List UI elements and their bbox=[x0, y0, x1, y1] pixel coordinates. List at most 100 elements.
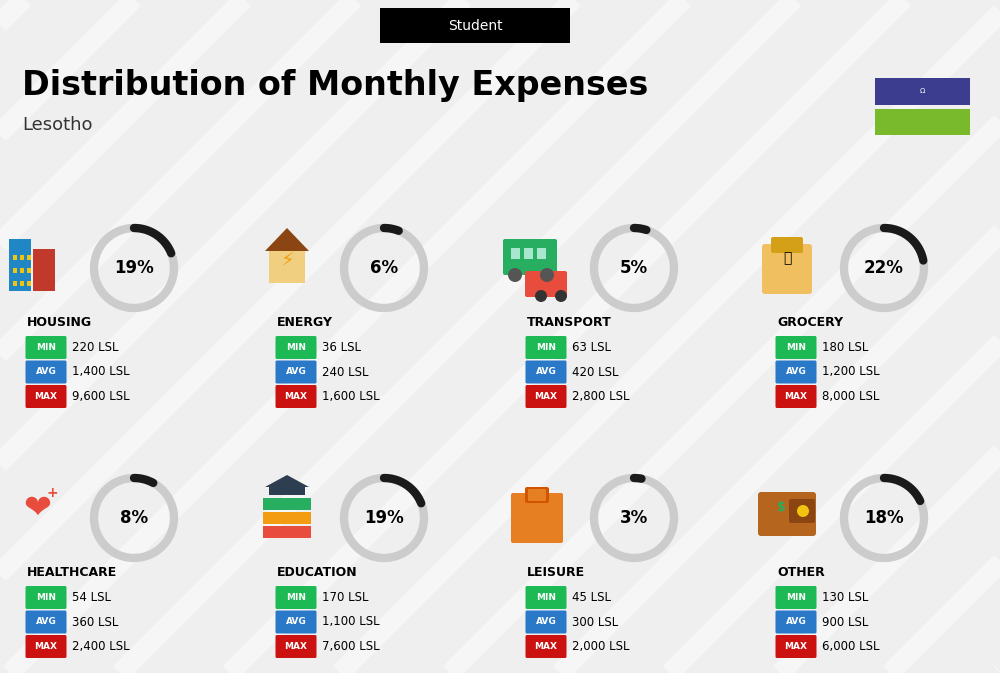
Text: 6%: 6% bbox=[370, 259, 398, 277]
Text: 170 LSL: 170 LSL bbox=[322, 591, 368, 604]
Text: MIN: MIN bbox=[36, 593, 56, 602]
FancyBboxPatch shape bbox=[758, 492, 816, 536]
FancyBboxPatch shape bbox=[26, 610, 66, 633]
FancyBboxPatch shape bbox=[20, 255, 24, 260]
FancyBboxPatch shape bbox=[525, 271, 567, 297]
Text: ❤: ❤ bbox=[23, 491, 51, 524]
Text: 900 LSL: 900 LSL bbox=[822, 616, 868, 629]
Text: 19%: 19% bbox=[364, 509, 404, 527]
FancyBboxPatch shape bbox=[776, 361, 817, 384]
Text: 18%: 18% bbox=[864, 509, 904, 527]
Text: AVG: AVG bbox=[286, 367, 306, 376]
Polygon shape bbox=[265, 475, 309, 487]
Text: AVG: AVG bbox=[286, 618, 306, 627]
Text: GROCERY: GROCERY bbox=[777, 316, 843, 330]
Text: 19%: 19% bbox=[114, 259, 154, 277]
Text: 180 LSL: 180 LSL bbox=[822, 341, 868, 354]
FancyBboxPatch shape bbox=[27, 268, 31, 273]
Text: 240 LSL: 240 LSL bbox=[322, 365, 368, 378]
Text: MIN: MIN bbox=[786, 343, 806, 352]
FancyBboxPatch shape bbox=[276, 635, 317, 658]
Text: LEISURE: LEISURE bbox=[527, 567, 585, 579]
Text: MIN: MIN bbox=[536, 593, 556, 602]
FancyBboxPatch shape bbox=[380, 8, 570, 43]
FancyBboxPatch shape bbox=[13, 268, 17, 273]
Text: 45 LSL: 45 LSL bbox=[572, 591, 611, 604]
FancyBboxPatch shape bbox=[26, 635, 66, 658]
Circle shape bbox=[540, 268, 554, 282]
FancyBboxPatch shape bbox=[528, 489, 546, 501]
FancyBboxPatch shape bbox=[776, 385, 817, 408]
Text: 1,400 LSL: 1,400 LSL bbox=[72, 365, 130, 378]
Text: HEALTHCARE: HEALTHCARE bbox=[27, 567, 117, 579]
Text: ENERGY: ENERGY bbox=[277, 316, 333, 330]
FancyBboxPatch shape bbox=[27, 255, 31, 260]
Text: 420 LSL: 420 LSL bbox=[572, 365, 618, 378]
FancyBboxPatch shape bbox=[776, 336, 817, 359]
FancyBboxPatch shape bbox=[27, 281, 31, 286]
FancyBboxPatch shape bbox=[20, 268, 24, 273]
FancyBboxPatch shape bbox=[511, 493, 563, 543]
Text: Ω: Ω bbox=[920, 88, 925, 94]
FancyBboxPatch shape bbox=[269, 251, 305, 283]
Text: MIN: MIN bbox=[286, 593, 306, 602]
Text: EDUCATION: EDUCATION bbox=[277, 567, 358, 579]
FancyBboxPatch shape bbox=[33, 249, 55, 291]
Text: MIN: MIN bbox=[536, 343, 556, 352]
FancyBboxPatch shape bbox=[26, 586, 66, 609]
Text: 2,800 LSL: 2,800 LSL bbox=[572, 390, 630, 403]
Text: 360 LSL: 360 LSL bbox=[72, 616, 118, 629]
Text: +: + bbox=[46, 486, 58, 500]
FancyBboxPatch shape bbox=[526, 336, 566, 359]
Text: AVG: AVG bbox=[786, 618, 806, 627]
FancyBboxPatch shape bbox=[526, 635, 566, 658]
Text: AVG: AVG bbox=[36, 367, 56, 376]
Circle shape bbox=[535, 290, 547, 302]
Text: 300 LSL: 300 LSL bbox=[572, 616, 618, 629]
Text: 220 LSL: 220 LSL bbox=[72, 341, 119, 354]
Text: $: $ bbox=[777, 501, 785, 514]
Text: 130 LSL: 130 LSL bbox=[822, 591, 868, 604]
FancyBboxPatch shape bbox=[503, 239, 557, 275]
FancyBboxPatch shape bbox=[26, 361, 66, 384]
FancyBboxPatch shape bbox=[263, 526, 311, 538]
Text: 54 LSL: 54 LSL bbox=[72, 591, 111, 604]
Text: MAX: MAX bbox=[534, 392, 558, 401]
Text: 2,000 LSL: 2,000 LSL bbox=[572, 640, 630, 653]
FancyBboxPatch shape bbox=[263, 512, 311, 524]
Text: 9,600 LSL: 9,600 LSL bbox=[72, 390, 130, 403]
Text: 5%: 5% bbox=[620, 259, 648, 277]
Text: AVG: AVG bbox=[786, 367, 806, 376]
FancyBboxPatch shape bbox=[789, 499, 815, 523]
FancyBboxPatch shape bbox=[875, 108, 970, 135]
Text: MAX: MAX bbox=[285, 642, 308, 651]
FancyBboxPatch shape bbox=[9, 239, 31, 291]
Circle shape bbox=[555, 290, 567, 302]
FancyBboxPatch shape bbox=[511, 248, 520, 259]
Text: AVG: AVG bbox=[536, 367, 556, 376]
FancyBboxPatch shape bbox=[26, 336, 66, 359]
Text: 1,100 LSL: 1,100 LSL bbox=[322, 616, 380, 629]
Text: Lesotho: Lesotho bbox=[22, 116, 92, 134]
Text: 63 LSL: 63 LSL bbox=[572, 341, 611, 354]
FancyBboxPatch shape bbox=[526, 385, 566, 408]
FancyBboxPatch shape bbox=[875, 78, 970, 104]
FancyBboxPatch shape bbox=[276, 361, 317, 384]
FancyBboxPatch shape bbox=[276, 610, 317, 633]
Text: TRANSPORT: TRANSPORT bbox=[527, 316, 612, 330]
Text: 8%: 8% bbox=[120, 509, 148, 527]
FancyBboxPatch shape bbox=[269, 487, 305, 495]
Text: ⚡: ⚡ bbox=[280, 252, 294, 271]
Text: MAX: MAX bbox=[785, 642, 808, 651]
FancyBboxPatch shape bbox=[524, 248, 533, 259]
FancyBboxPatch shape bbox=[13, 281, 17, 286]
Text: 8,000 LSL: 8,000 LSL bbox=[822, 390, 879, 403]
FancyBboxPatch shape bbox=[762, 244, 812, 294]
FancyBboxPatch shape bbox=[771, 237, 803, 253]
FancyBboxPatch shape bbox=[776, 610, 817, 633]
Text: OTHER: OTHER bbox=[777, 567, 825, 579]
Text: 1,600 LSL: 1,600 LSL bbox=[322, 390, 380, 403]
Text: MAX: MAX bbox=[534, 642, 558, 651]
Text: 22%: 22% bbox=[864, 259, 904, 277]
Text: 🥦: 🥦 bbox=[783, 251, 791, 265]
